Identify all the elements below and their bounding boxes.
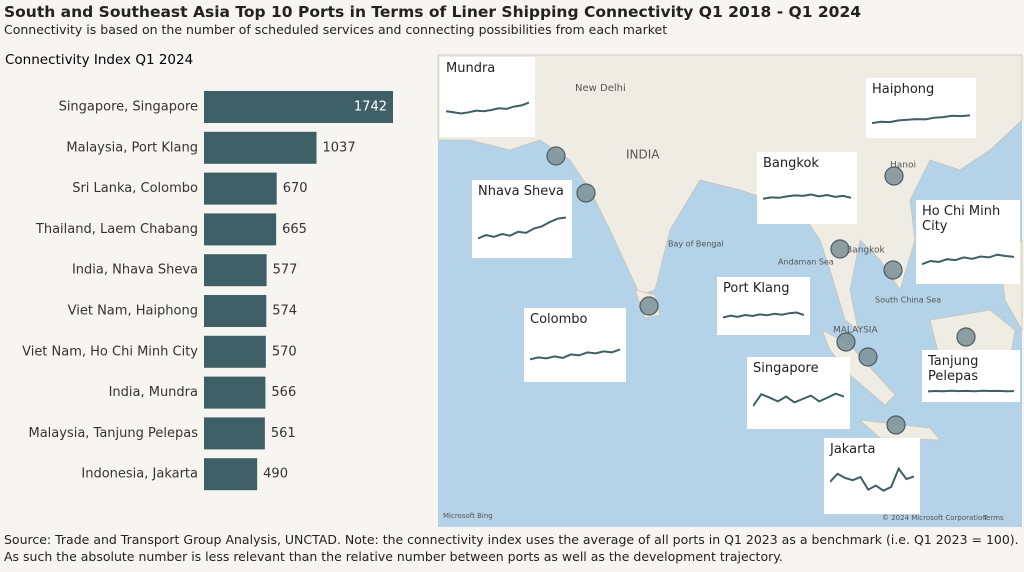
subtitle: Connectivity is based on the number of s… xyxy=(4,22,668,37)
port-inset: Bangkok xyxy=(757,152,857,224)
map-label: Bay of Bengal xyxy=(668,240,724,249)
data-label: 566 xyxy=(271,385,296,400)
port-marker xyxy=(546,146,566,166)
sparkline xyxy=(830,466,914,492)
data-label: 1742 xyxy=(354,100,387,115)
data-label: 561 xyxy=(271,426,296,441)
inset-title: Ho Chi Minh City xyxy=(922,204,1001,234)
sparkline xyxy=(530,348,620,361)
y-tick-label: Viet Nam, Haiphong xyxy=(68,304,198,319)
sparkline-area xyxy=(753,392,844,407)
sparkline-area xyxy=(446,101,529,115)
y-tick-label: India, Mundra xyxy=(109,385,198,400)
chart-title: Connectivity Index Q1 2024 xyxy=(5,52,193,68)
sparkline xyxy=(446,101,529,115)
source-note: Source: Trade and Transport Group Analys… xyxy=(4,532,1019,564)
sparkline-area xyxy=(830,466,914,492)
inset-title: Tanjung Pelepas xyxy=(928,354,979,384)
bar xyxy=(204,376,266,409)
y-tick-label: Thailand, Laem Chabang xyxy=(35,222,198,237)
map-label: Hanoi xyxy=(890,161,916,171)
map-label: Andaman Sea xyxy=(778,258,834,267)
port-inset: Jakarta xyxy=(824,438,920,514)
sparkline xyxy=(922,253,1014,266)
sparkline-area xyxy=(872,114,970,125)
inset-title: Mundra xyxy=(446,61,496,76)
map-label: Bangkok xyxy=(846,246,886,256)
title: South and Southeast Asia Top 10 Ports in… xyxy=(4,3,862,21)
y-tick-label: Malaysia, Tanjung Pelepas xyxy=(28,426,198,441)
port-inset: Tanjung Pelepas xyxy=(922,350,1020,402)
port-marker xyxy=(886,415,906,435)
inset-title: Singapore xyxy=(753,361,819,376)
port-inset: Haiphong xyxy=(866,78,976,138)
attribution[interactable]: Terms xyxy=(982,514,1004,522)
y-tick-label: India, Nhava Sheva xyxy=(72,263,198,278)
sparkline xyxy=(753,392,844,407)
port-inset: Port Klang xyxy=(717,277,810,335)
bar xyxy=(204,295,267,327)
port-inset: Mundra xyxy=(440,57,535,137)
inset-title: Bangkok xyxy=(763,156,819,171)
sparkline xyxy=(763,193,851,200)
inset-title: Jakarta xyxy=(830,442,876,457)
sparkline xyxy=(723,311,804,319)
data-label: 577 xyxy=(273,263,298,278)
map-label: New Delhi xyxy=(575,83,626,94)
port-marker xyxy=(836,332,856,352)
data-label: 490 xyxy=(263,467,288,482)
sparkline-area xyxy=(928,389,1014,393)
sparkline xyxy=(872,114,970,125)
sparkline-area xyxy=(530,348,620,361)
port-inset: Nhava Sheva xyxy=(472,180,572,258)
sparkline-area xyxy=(723,311,804,319)
port-marker xyxy=(884,166,904,186)
map-label: MALAYSIA xyxy=(833,326,878,336)
port-marker xyxy=(956,327,976,347)
port-inset: Ho Chi Minh City xyxy=(916,200,1020,284)
y-tick-label: Singapore, Singapore xyxy=(59,100,198,115)
data-label: 670 xyxy=(283,181,308,196)
map-label: INDIA xyxy=(626,148,660,162)
y-tick-label: Sri Lanka, Colombo xyxy=(72,181,198,196)
bar xyxy=(204,254,267,287)
bar xyxy=(204,172,277,205)
sparkline-area xyxy=(922,253,1014,266)
port-marker xyxy=(576,183,596,203)
inset-title: Port Klang xyxy=(723,281,790,296)
attribution: © 2024 Microsoft Corporation xyxy=(882,514,987,522)
map-label: South China Sea xyxy=(875,296,941,305)
port-inset: Colombo xyxy=(524,308,626,382)
bar xyxy=(204,335,266,368)
port-marker xyxy=(830,239,850,259)
sparkline xyxy=(478,216,566,240)
inset-title: Nhava Sheva xyxy=(478,184,564,199)
bar xyxy=(204,91,393,123)
bar xyxy=(204,213,277,246)
sparkline-area xyxy=(478,216,566,240)
y-tick-label: Indonesia, Jakarta xyxy=(81,467,198,482)
y-tick-label: Viet Nam, Ho Chi Minh City xyxy=(22,344,198,359)
data-label: 570 xyxy=(272,344,297,359)
port-marker xyxy=(639,296,659,316)
attribution: Microsoft Bing xyxy=(443,512,493,520)
inset-title: Colombo xyxy=(530,312,588,327)
bar xyxy=(204,417,265,450)
data-label: 665 xyxy=(282,222,307,237)
port-inset: Singapore xyxy=(747,357,850,429)
y-tick-label: Malaysia, Port Klang xyxy=(66,140,198,155)
data-label: 1037 xyxy=(323,140,356,155)
port-marker xyxy=(858,347,878,367)
sparkline xyxy=(928,389,1014,393)
bar xyxy=(204,458,258,491)
data-label: 574 xyxy=(272,304,297,319)
bar xyxy=(204,131,317,164)
sparkline-area xyxy=(763,193,851,200)
port-marker xyxy=(883,260,903,280)
inset-title: Haiphong xyxy=(872,82,935,97)
